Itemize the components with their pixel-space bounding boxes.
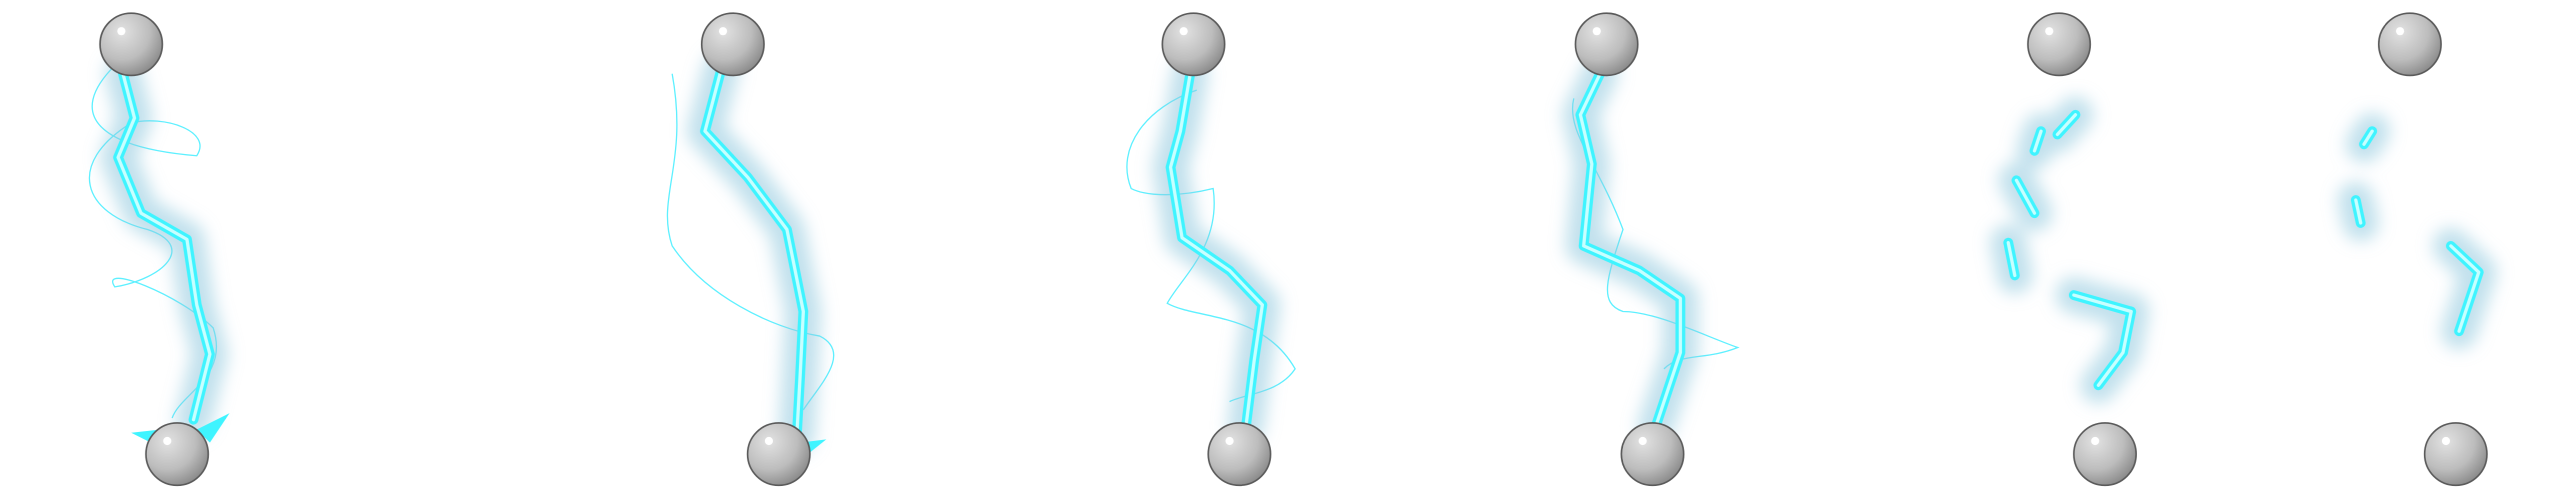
highlight <box>2091 436 2100 446</box>
bolt-glows <box>118 69 2479 436</box>
highlight <box>163 436 172 446</box>
sphere <box>2423 422 2488 487</box>
sphere <box>1620 422 1685 487</box>
highlight <box>1179 27 1188 36</box>
spheres <box>99 12 2488 487</box>
bolt-cores <box>118 69 2479 436</box>
highlight <box>117 27 126 36</box>
sphere <box>700 12 765 77</box>
sphere <box>2377 12 2442 77</box>
highlight <box>1225 436 1234 446</box>
sphere-highlights <box>117 27 2451 446</box>
highlight <box>1592 27 1601 36</box>
sphere <box>2072 422 2137 487</box>
highlight <box>2441 436 2451 446</box>
sphere <box>1161 12 1226 77</box>
sphere <box>2027 12 2092 77</box>
bolt-glow <box>2356 131 2479 331</box>
highlight <box>2395 27 2405 36</box>
sphere <box>1207 422 1272 487</box>
sphere <box>1574 12 1639 77</box>
bolt-glow <box>2008 115 2131 385</box>
sphere <box>99 12 164 77</box>
sphere <box>145 422 210 487</box>
sparks <box>131 413 827 453</box>
highlight <box>1638 436 1647 446</box>
wisps <box>88 65 1740 419</box>
sphere <box>746 422 811 487</box>
highlight <box>718 27 728 36</box>
highlight <box>764 436 773 446</box>
wisp <box>666 73 835 411</box>
highlight <box>2045 27 2054 36</box>
